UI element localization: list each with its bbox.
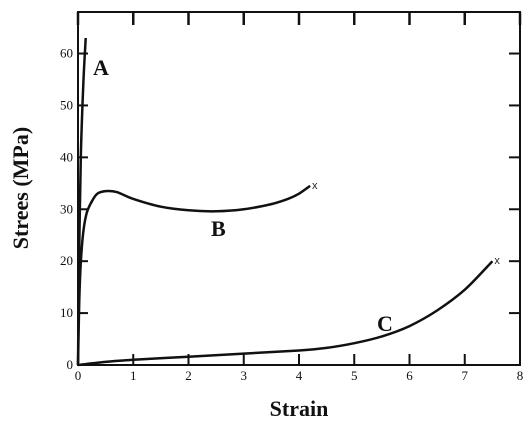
y-tick-label: 40 (60, 149, 73, 164)
y-tick-label: 0 (67, 357, 74, 372)
curve-label-b: B (211, 216, 226, 241)
x-tick-label: 3 (241, 368, 248, 383)
x-tick-label: 1 (130, 368, 137, 383)
y-tick-label: 60 (60, 46, 73, 61)
plot-frame (77, 11, 521, 366)
x-axis-title: Strain (270, 396, 329, 421)
y-axis-ticks: 0 10 20 30 40 50 60 (60, 46, 520, 372)
x-tick-label: 5 (351, 368, 358, 383)
x-axis-ticks: 0 1 2 3 4 5 6 7 8 (75, 12, 524, 383)
fracture-marker-c: x (494, 255, 500, 267)
series-curves: xx (76, 37, 500, 367)
y-tick-label: 30 (60, 201, 73, 216)
x-tick-label: 0 (75, 368, 82, 383)
x-tick-label: 6 (406, 368, 413, 383)
x-tick-label: 7 (462, 368, 469, 383)
fracture-marker-b: x (312, 180, 318, 192)
y-axis-title: Strees (MPa) (8, 127, 33, 249)
x-tick-label: 8 (517, 368, 524, 383)
curve-label-a: A (93, 55, 109, 80)
x-tick-label: 4 (296, 368, 303, 383)
y-tick-label: 20 (60, 253, 73, 268)
y-tick-label: 10 (60, 305, 73, 320)
y-tick-label: 50 (60, 97, 73, 112)
curve-label-c: C (377, 311, 393, 336)
series-line-c (77, 260, 494, 367)
series-line-b (76, 184, 311, 366)
curve-labels: A B C (93, 55, 393, 336)
x-tick-label: 2 (185, 368, 192, 383)
